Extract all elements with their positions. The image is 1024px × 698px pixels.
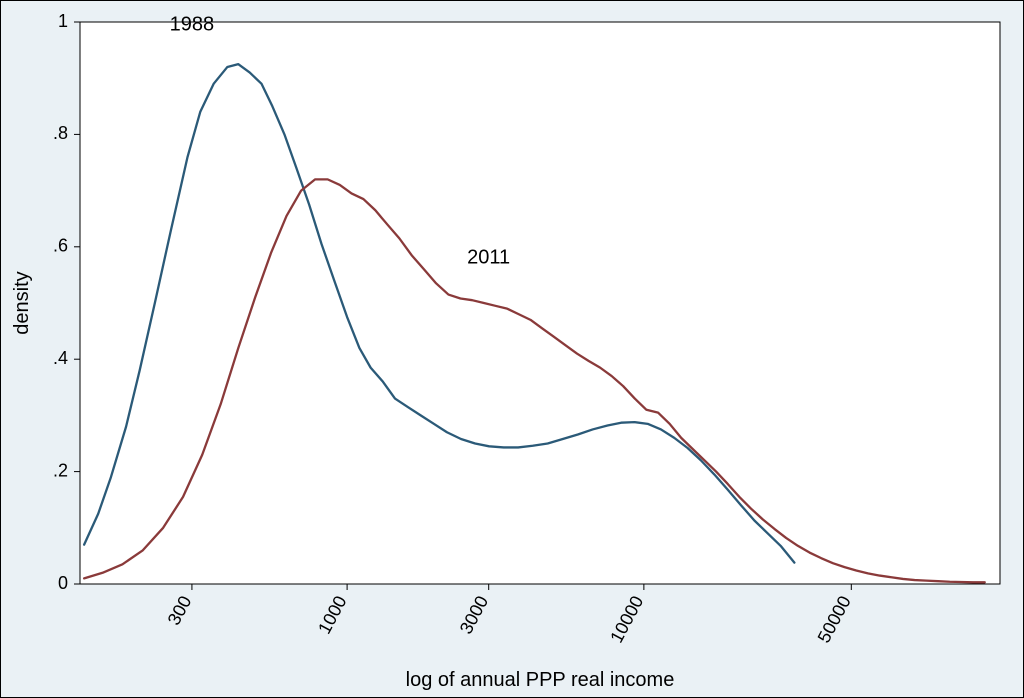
- y-tick-label: .6: [53, 236, 68, 256]
- y-axis-title: density: [11, 271, 33, 334]
- y-tick-label: .4: [53, 348, 68, 368]
- y-tick-label: 1: [58, 11, 68, 31]
- x-axis-title: log of annual PPP real income: [406, 669, 675, 691]
- series-label-1988: 1988: [170, 13, 215, 35]
- y-tick-label: 0: [58, 573, 68, 593]
- density-chart: { "chart": { "type": "line", "width": 10…: [0, 0, 1024, 698]
- series-label-2011: 2011: [467, 247, 510, 269]
- chart-svg: 0.2.4.6.81density300100030001000050000lo…: [0, 0, 1024, 698]
- y-tick-label: .8: [53, 123, 68, 143]
- y-tick-label: .2: [53, 460, 68, 480]
